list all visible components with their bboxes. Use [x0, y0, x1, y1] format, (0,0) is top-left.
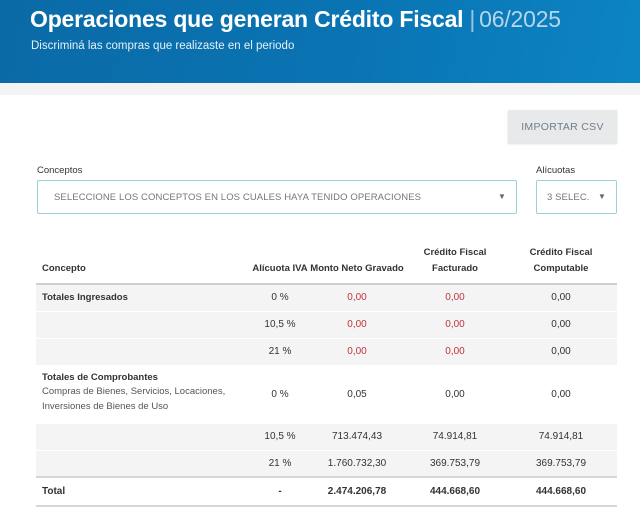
table-row: Totales de Comprobantes Compras de Biene… [36, 364, 617, 423]
import-csv-button[interactable]: IMPORTAR CSV [508, 110, 617, 143]
section-description: Compras de Bienes, Servicios, Locaciones… [42, 385, 226, 412]
monto-cell: 2.474.206,78 [309, 476, 405, 507]
alicuotas-label: Alícuotas [536, 165, 576, 176]
total-label: Total [36, 476, 251, 507]
alicuota-cell: - [251, 476, 309, 507]
computable-cell: 0,00 [505, 337, 617, 365]
facturado-cell: 0,00 [405, 337, 505, 365]
col-header-facturado: Crédito Fiscal Facturado [423, 247, 487, 274]
monto-cell: 0,00 [309, 310, 405, 338]
col-header-alicuota: Alícuota IVA [252, 263, 308, 274]
monto-cell: 0,05 [309, 364, 405, 423]
conceptos-select[interactable]: SELECCIONE LOS CONCEPTOS EN LOS CUALES H… [37, 180, 517, 214]
conceptos-label: Conceptos [37, 165, 83, 176]
table-row: 21 % 1.760.732,30 369.753,79 369.753,79 [36, 449, 617, 477]
facturado-cell: 0,00 [405, 283, 505, 311]
monto-cell: 713.474,43 [309, 422, 405, 450]
alicuotas-value: 3 SELEC. [547, 191, 590, 203]
section-title: Totales de Comprobantes [42, 371, 158, 383]
chevron-down-icon: ▼ [497, 192, 506, 201]
chevron-down-icon: ▼ [597, 192, 606, 201]
computable-cell: 0,00 [505, 283, 617, 311]
col-header-monto: Monto Neto Gravado [310, 263, 404, 274]
page-header: Operaciones que generan Crédito Fiscal | 0… [0, 0, 640, 83]
col-header-computable: Crédito Fiscal Computable [529, 247, 593, 274]
table-header-row: Concepto Alícuota IVA Monto Neto Gravado… [36, 245, 617, 284]
page-title: Operaciones que generan Crédito Fiscal | 0… [30, 6, 561, 33]
col-header-concepto: Concepto [42, 263, 86, 274]
credito-fiscal-table: Concepto Alícuota IVA Monto Neto Gravado… [36, 245, 617, 507]
facturado-cell: 0,00 [405, 310, 505, 338]
alicuotas-select[interactable]: 3 SELEC. ▼ [536, 180, 617, 214]
monto-cell: 0,00 [309, 337, 405, 365]
alicuota-cell: 21 % [251, 449, 309, 477]
computable-cell: 369.753,79 [505, 449, 617, 477]
table-row: Totales Ingresados 0 % 0,00 0,00 0,00 [36, 283, 617, 311]
computable-cell: 0,00 [505, 310, 617, 338]
alicuota-cell: 10,5 % [251, 422, 309, 450]
facturado-cell: 74.914,81 [405, 422, 505, 450]
alicuota-cell: 21 % [251, 337, 309, 365]
title-separator: | [469, 6, 476, 32]
facturado-cell: 369.753,79 [405, 449, 505, 477]
period-label: 06/2025 [479, 6, 561, 32]
section-title: Totales Ingresados [42, 292, 128, 304]
monto-cell: 0,00 [309, 283, 405, 311]
alicuota-cell: 0 % [251, 364, 309, 423]
computable-cell: 0,00 [505, 364, 617, 423]
header-divider-strip [0, 83, 640, 95]
alicuota-cell: 10,5 % [251, 310, 309, 338]
facturado-cell: 444.668,60 [405, 476, 505, 507]
facturado-cell: 0,00 [405, 364, 505, 423]
table-row: 21 % 0,00 0,00 0,00 [36, 337, 617, 365]
computable-cell: 74.914,81 [505, 422, 617, 450]
computable-cell: 444.668,60 [505, 476, 617, 507]
table-row: 10,5 % 0,00 0,00 0,00 [36, 310, 617, 338]
alicuota-cell: 0 % [251, 283, 309, 311]
monto-cell: 1.760.732,30 [309, 449, 405, 477]
total-row: Total - 2.474.206,78 444.668,60 444.668,… [36, 476, 617, 507]
page-subtitle: Discriminá las compras que realizaste en… [31, 40, 295, 52]
conceptos-placeholder: SELECCIONE LOS CONCEPTOS EN LOS CUALES H… [54, 191, 422, 203]
table-row: 10,5 % 713.474,43 74.914,81 74.914,81 [36, 422, 617, 450]
page-title-text: Operaciones que generan Crédito Fiscal [30, 6, 464, 32]
